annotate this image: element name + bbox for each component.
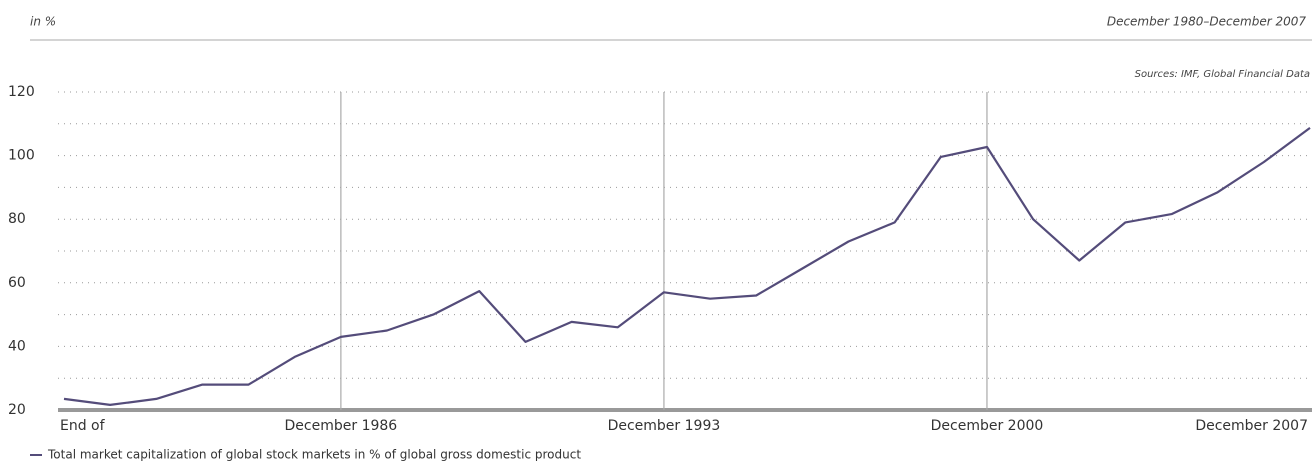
x-tick-label: End of bbox=[60, 418, 106, 434]
source: Sources: IMF, Global Financial Data bbox=[1135, 69, 1310, 80]
y-tick-label: 100 bbox=[8, 148, 35, 164]
y-tick-label: 80 bbox=[8, 211, 26, 227]
x-tick-label: December 2000 bbox=[931, 418, 1044, 434]
x-tick-label: December 2007 bbox=[1195, 418, 1308, 434]
x-tick-label: December 1993 bbox=[608, 418, 721, 434]
period: December 1980–December 2007 bbox=[1107, 15, 1307, 29]
y-tick-label: 60 bbox=[8, 275, 26, 291]
unit-label: in % bbox=[30, 15, 56, 29]
x-tick-label: December 1986 bbox=[285, 418, 398, 434]
y-tick-label: 40 bbox=[8, 338, 26, 354]
y-tick-label: 120 bbox=[8, 84, 35, 100]
legend-label: Total market capitalization of global st… bbox=[47, 448, 581, 462]
y-tick-label: 20 bbox=[8, 402, 26, 418]
series-line bbox=[63, 127, 1311, 406]
